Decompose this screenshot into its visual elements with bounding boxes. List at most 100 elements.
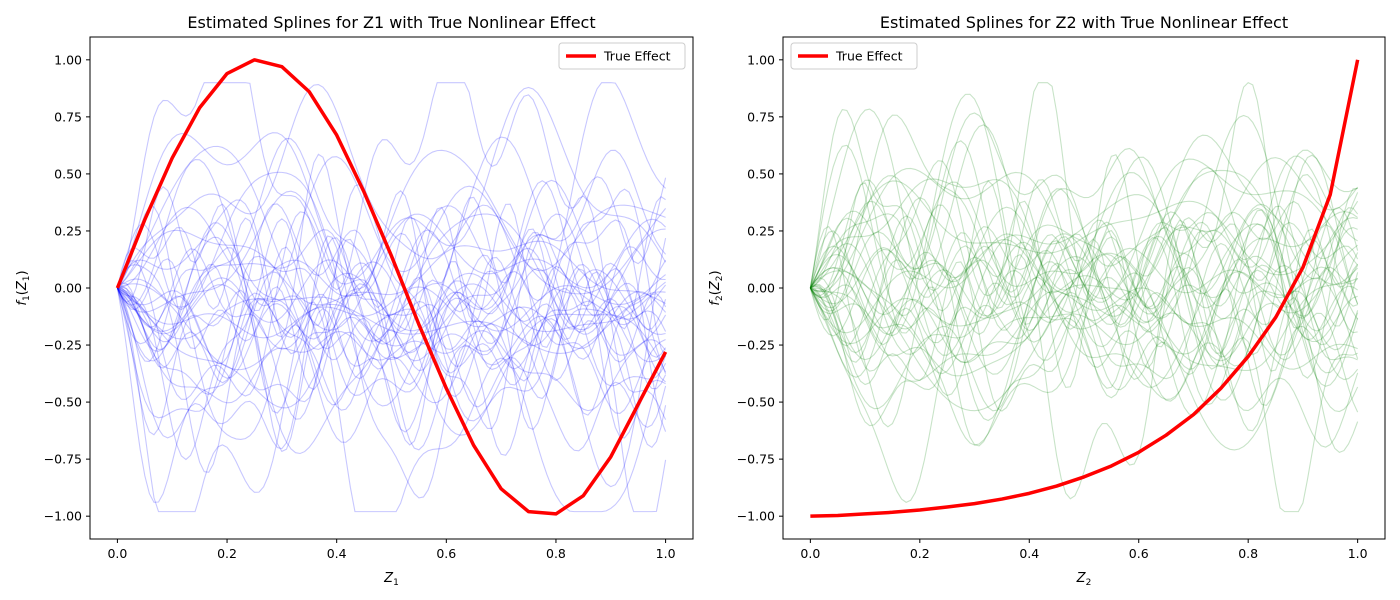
spline-line [809, 207, 1359, 330]
spline-line [809, 93, 1359, 374]
y-tick-label: −1.00 [737, 509, 775, 524]
spline-line [117, 286, 667, 350]
legend-box [558, 42, 686, 70]
spline-line [810, 172, 1359, 295]
spline-line [116, 260, 666, 453]
spline-line [116, 287, 667, 513]
spline-line [117, 285, 667, 411]
y-tick-label: −0.50 [737, 395, 775, 410]
y-axis-label: f1(Z1) [15, 270, 32, 305]
spline-line [809, 204, 1358, 341]
estimated-splines [809, 81, 1359, 513]
spline-line [116, 82, 666, 302]
spline-line [809, 187, 1358, 379]
spline-line [809, 206, 1359, 417]
x-tick-label: 0.4 [327, 546, 347, 561]
y-tick-label: 0.00 [54, 281, 82, 296]
x-tick-label: 0.8 [1238, 546, 1258, 561]
spline-line [810, 241, 1359, 410]
x-axis-label: Z2 [1076, 571, 1092, 588]
y-tick-label: 0.75 [747, 109, 775, 124]
spline-line [117, 229, 666, 306]
x-axis-label: Z1 [383, 571, 399, 588]
legend-label: True Effect [835, 49, 903, 64]
spline-line [809, 233, 1358, 334]
x-tick-label: 1.0 [656, 546, 676, 561]
spline-line [810, 179, 1359, 327]
spline-line [117, 218, 667, 461]
spline-line [116, 156, 666, 307]
y-tick-label: 1.00 [747, 52, 775, 67]
estimated-splines [116, 82, 667, 513]
spline-line [809, 196, 1359, 422]
x-tick-label: 0.6 [436, 546, 456, 561]
spline-line [809, 154, 1358, 389]
spline-line [810, 287, 1358, 382]
spline-line [116, 185, 666, 341]
spline-line [116, 255, 666, 419]
y-tick-label: 0.75 [54, 109, 82, 124]
spline-line [117, 287, 667, 412]
true-effect-line [115, 58, 668, 516]
chart-title: Estimated Splines for Z1 with True Nonli… [187, 13, 595, 32]
spline-line [116, 256, 667, 452]
spline-line [117, 282, 667, 384]
y-tick-label: 0.25 [747, 223, 775, 238]
spline-line [116, 235, 667, 513]
spline-line [116, 179, 666, 363]
y-tick-label: 1.00 [54, 52, 82, 67]
spline-line [117, 137, 667, 354]
spline-line [116, 86, 667, 289]
x-tick-label: 0.4 [1019, 546, 1039, 561]
x-tick-label: 0.8 [546, 546, 566, 561]
spline-line [117, 145, 667, 331]
x-tick-label: 0.2 [910, 546, 930, 561]
spline-line [809, 258, 1359, 413]
y-tick-label: −0.25 [737, 338, 775, 353]
x-tick-label: 0.6 [1129, 546, 1149, 561]
x-tick-label: 1.0 [1348, 546, 1368, 561]
y-tick-label: −1.00 [44, 509, 82, 524]
y-axis-label: f2(Z2) [708, 270, 725, 305]
chart-title: Estimated Splines for Z2 with True Nonli… [880, 13, 1288, 32]
y-tick-label: −0.25 [44, 338, 82, 353]
spline-line [809, 230, 1359, 381]
spline-line [116, 199, 667, 355]
spline-line [116, 190, 667, 429]
chart-1: Estimated Splines for Z1 with True Nonli… [15, 13, 694, 588]
spline-line [116, 82, 667, 291]
spline-line [116, 247, 667, 416]
spline-line [116, 264, 667, 439]
x-tick-label: 0.0 [800, 546, 820, 561]
spline-line [809, 180, 1359, 372]
x-tick-label: 0.2 [217, 546, 237, 561]
spline-line [116, 153, 667, 357]
spline-line [809, 114, 1358, 309]
spline-line [809, 219, 1358, 513]
spline-line [810, 221, 1359, 427]
legend-label: True Effect [603, 49, 671, 64]
spline-line [117, 261, 667, 436]
legend: True Effect [790, 42, 918, 70]
spline-line [810, 180, 1359, 289]
spline-line [809, 108, 1358, 367]
y-tick-label: 0.00 [747, 281, 775, 296]
spline-line [810, 160, 1358, 389]
spline-line [117, 262, 666, 383]
y-tick-label: 0.50 [54, 166, 82, 181]
chart-2: Estimated Splines for Z2 with True Nonli… [708, 13, 1386, 588]
spline-line [810, 215, 1359, 406]
spline-line [116, 180, 667, 386]
spline-line [809, 112, 1359, 328]
spline-line [809, 124, 1359, 337]
spline-line [809, 267, 1358, 377]
spline-line [810, 224, 1359, 363]
spline-line [809, 134, 1359, 330]
y-tick-label: −0.75 [737, 452, 775, 467]
spline-line [117, 206, 666, 297]
y-tick-label: 0.50 [747, 166, 775, 181]
spline-line [809, 140, 1358, 307]
spline-line [117, 283, 666, 371]
spline-line [117, 136, 667, 407]
spline-line [117, 259, 666, 335]
